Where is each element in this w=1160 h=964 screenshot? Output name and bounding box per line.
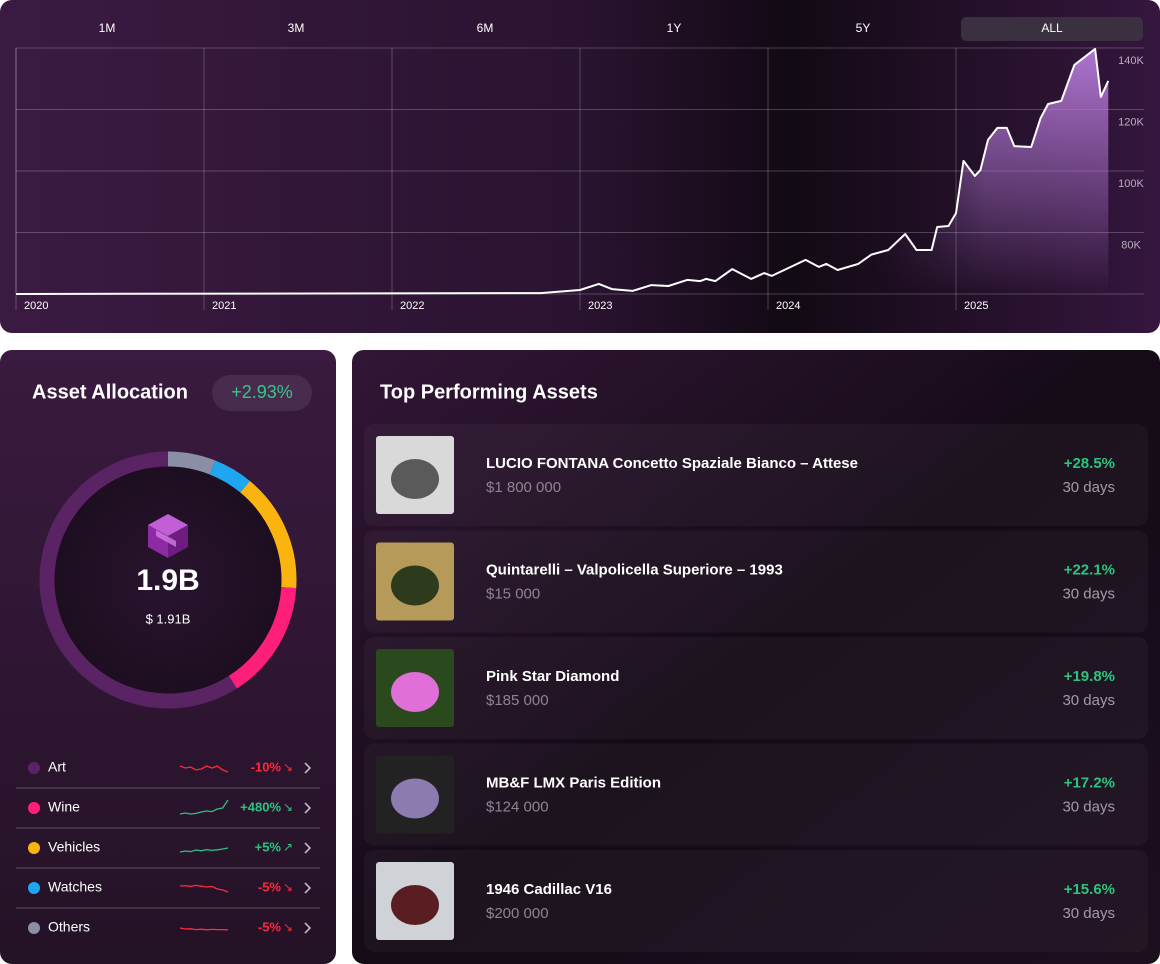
sparkline (179, 884, 229, 893)
legend-dot (28, 762, 40, 774)
trend-arrow: ↘ (283, 920, 293, 934)
timeframe-tab[interactable]: ALL (1041, 21, 1063, 35)
timeframe-tab[interactable]: 6M (477, 21, 494, 35)
asset-name: Pink Star Diamond (486, 668, 619, 685)
legend-name[interactable]: Watches (48, 879, 102, 895)
legend-change: -10% (251, 759, 282, 774)
legend-change: +480% (240, 799, 281, 814)
legend-dot (28, 802, 40, 814)
allocation-change: +2.93% (231, 382, 293, 402)
asset-card[interactable] (364, 531, 1148, 633)
asset-change: +15.6% (1064, 881, 1115, 898)
timeframe-tab[interactable]: 3M (288, 21, 305, 35)
sparkline (179, 765, 229, 773)
logo (148, 514, 188, 558)
donut-segment (167, 451, 216, 475)
x-tick-label: 2020 (24, 300, 48, 312)
trend-arrow: ↘ (283, 760, 293, 774)
asset-price: $124 000 (486, 798, 549, 815)
legend-dot (28, 922, 40, 934)
asset-period: 30 days (1062, 585, 1115, 602)
total-exact: $ 1.91B (146, 611, 191, 626)
asset-image-subject (391, 672, 439, 712)
legend-change: -5% (258, 919, 282, 934)
area-fill (16, 48, 1109, 295)
x-tick-label: 2022 (400, 300, 424, 312)
legend-change: -5% (258, 879, 282, 894)
donut-segment (240, 480, 297, 589)
y-tick-label: 80K (1121, 239, 1141, 251)
legend-name[interactable]: Vehicles (48, 839, 100, 855)
asset-card[interactable] (364, 744, 1148, 846)
timeframe-tab[interactable]: 1M (99, 21, 116, 35)
asset-change: +28.5% (1064, 455, 1115, 472)
asset-change: +17.2% (1064, 774, 1115, 791)
asset-image-subject (391, 885, 439, 925)
asset-card[interactable] (364, 850, 1148, 952)
row-chevron[interactable] (304, 842, 312, 854)
asset-period: 30 days (1062, 798, 1115, 815)
legend-name[interactable]: Art (48, 759, 66, 775)
asset-image-subject (391, 565, 439, 606)
price-line (15, 47, 1110, 295)
x-tick-label: 2024 (776, 300, 800, 312)
sparkline (179, 927, 229, 931)
chart-panel (0, 0, 1160, 333)
legend-change: +5% (255, 839, 282, 854)
legend-dot (28, 842, 40, 854)
change-pill (212, 375, 312, 411)
assets-panel (352, 350, 1160, 964)
asset-change: +19.8% (1064, 668, 1115, 685)
timeframe-active-bg (961, 17, 1143, 41)
y-tick-label: 120K (1118, 116, 1144, 128)
row-chevron[interactable] (304, 882, 312, 894)
donut-segment (228, 586, 297, 689)
donut-segment (209, 460, 250, 493)
asset-card[interactable] (364, 424, 1148, 526)
timeframe-tab[interactable]: 5Y (856, 21, 871, 35)
timeframe-tab[interactable]: 1Y (667, 21, 682, 35)
y-tick-label: 140K (1118, 55, 1144, 67)
asset-name: LUCIO FONTANA Concetto Spaziale Bianco –… (486, 455, 858, 472)
legend-name[interactable]: Wine (48, 799, 80, 815)
asset-name: 1946 Cadillac V16 (486, 881, 612, 898)
trend-arrow: ↘ (283, 880, 293, 894)
x-tick-label: 2021 (212, 300, 236, 312)
asset-period: 30 days (1062, 479, 1115, 496)
legend-dot (28, 882, 40, 894)
row-chevron[interactable] (304, 922, 312, 934)
total-value: 1.9B (136, 564, 199, 597)
legend-name[interactable]: Others (48, 919, 90, 935)
trend-arrow: ↗ (283, 840, 293, 854)
asset-price: $200 000 (486, 905, 549, 922)
asset-price: $1 800 000 (486, 479, 561, 496)
asset-change: +22.1% (1064, 561, 1115, 578)
row-chevron[interactable] (304, 762, 312, 774)
donut-segment (39, 451, 237, 709)
asset-price: $15 000 (486, 585, 540, 602)
asset-image-subject (391, 778, 439, 819)
asset-period: 30 days (1062, 905, 1115, 922)
asset-name: MB&F LMX Paris Edition (486, 774, 661, 791)
y-tick-label: 100K (1118, 178, 1144, 190)
assets-title: Top Performing Assets (380, 381, 598, 403)
allocation-title: Asset Allocation (32, 381, 188, 403)
asset-image-subject (391, 459, 439, 499)
sparkline (179, 799, 229, 815)
trend-arrow: ↘ (283, 800, 293, 814)
sparkline (179, 847, 229, 853)
row-chevron[interactable] (304, 802, 312, 814)
asset-period: 30 days (1062, 692, 1115, 709)
donut-inner (54, 466, 282, 694)
x-tick-label: 2025 (964, 300, 988, 312)
asset-price: $185 000 (486, 692, 549, 709)
asset-name: Quintarelli – Valpolicella Superiore – 1… (486, 561, 783, 578)
x-tick-label: 2023 (588, 300, 612, 312)
asset-card[interactable] (364, 637, 1148, 739)
